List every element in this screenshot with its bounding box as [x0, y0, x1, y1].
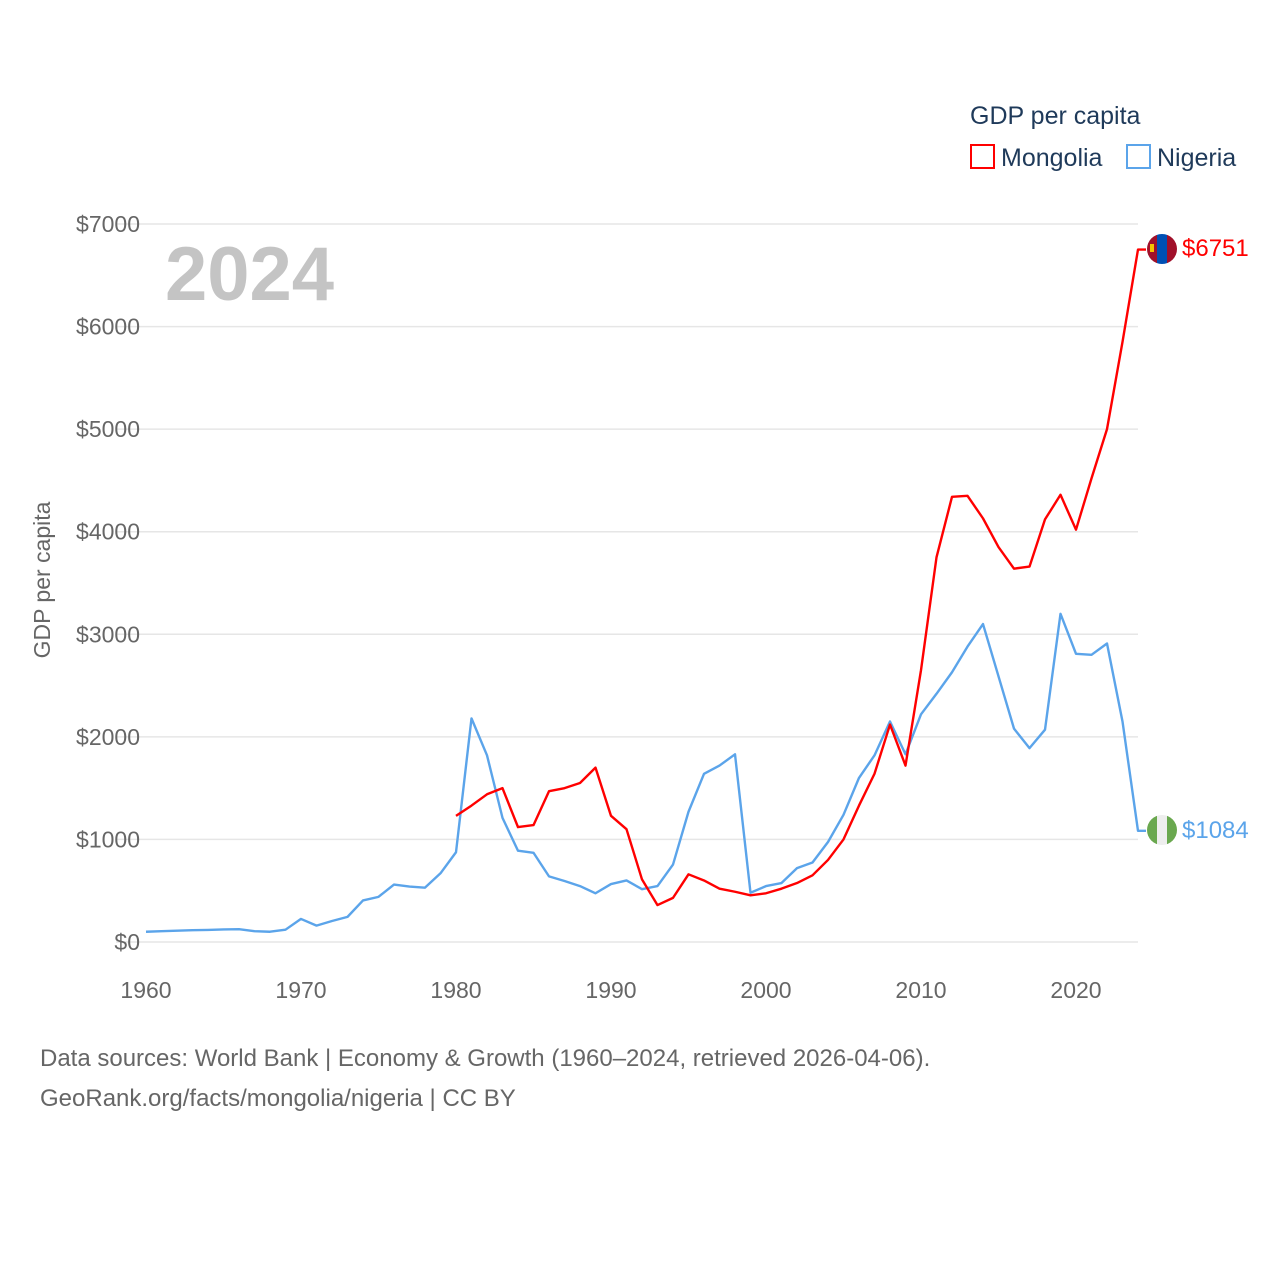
end-label-mongolia: $6751	[1182, 235, 1249, 262]
x-tick-label: 1960	[120, 977, 171, 1003]
x-tick-label: 1990	[585, 977, 636, 1003]
legend-label-mongolia[interactable]: Mongolia	[1001, 144, 1103, 172]
legend-title: GDP per capita	[970, 102, 1141, 130]
series-line-mongolia[interactable]	[455, 248, 1146, 907]
x-tick-label: 2020	[1050, 977, 1101, 1003]
x-tick-label: 1980	[430, 977, 481, 1003]
series-line-nigeria[interactable]	[145, 612, 1146, 933]
x-tick-label: 1970	[275, 977, 326, 1003]
legend-label-nigeria[interactable]: Nigeria	[1157, 144, 1236, 172]
y-tick-label: $1000	[76, 826, 140, 852]
year-watermark: 2024	[165, 232, 334, 317]
y-tick-label: $5000	[76, 416, 140, 442]
nigeria-flag-icon	[1147, 815, 1177, 845]
legend-swatch-nigeria[interactable]	[1126, 144, 1151, 169]
y-tick-label: $6000	[76, 314, 140, 340]
y-tick-label: $0	[114, 929, 140, 955]
x-tick-label: 2010	[895, 977, 946, 1003]
end-label-nigeria: $1084	[1182, 817, 1249, 844]
legend: GDP per capita Mongolia Nigeria	[970, 102, 1236, 172]
x-tick-label: 2000	[740, 977, 791, 1003]
y-tick-label: $7000	[76, 211, 140, 237]
legend-swatch-mongolia[interactable]	[970, 144, 995, 169]
y-tick-label: $3000	[76, 621, 140, 647]
y-tick-label: $2000	[76, 724, 140, 750]
y-tick-label: $4000	[76, 519, 140, 545]
footer-sources: Data sources: World Bank | Economy & Gro…	[40, 1045, 931, 1072]
footer-attribution[interactable]: GeoRank.org/facts/mongolia/nigeria | CC …	[40, 1085, 516, 1112]
mongolia-flag-icon	[1147, 234, 1177, 264]
y-axis-label: GDP per capita	[29, 501, 55, 658]
